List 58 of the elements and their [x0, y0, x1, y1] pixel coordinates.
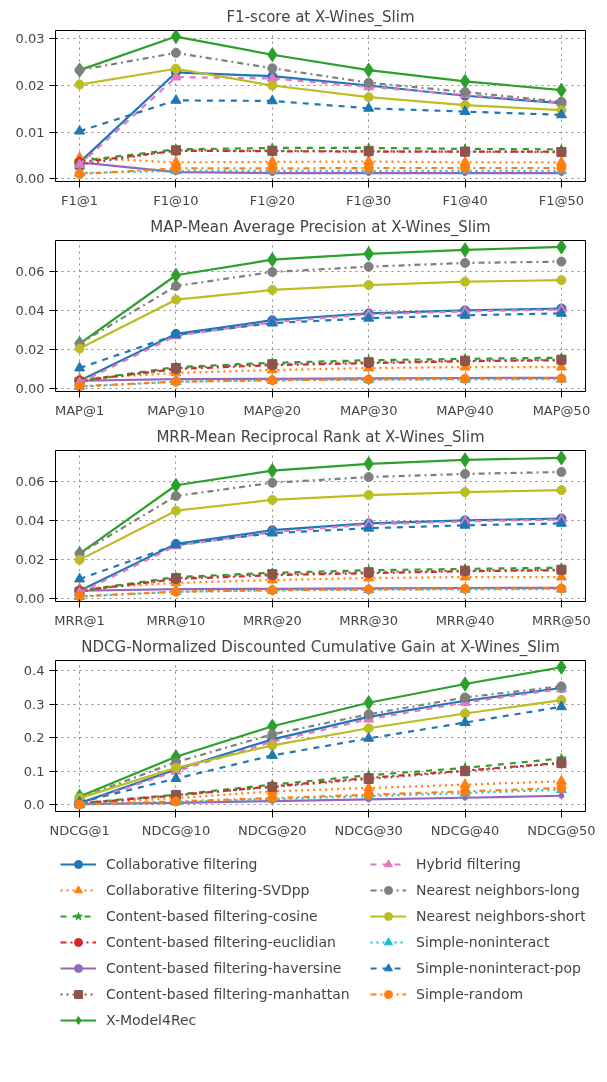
- x-tick-label: MRR@10: [146, 612, 206, 628]
- y-tick-label: 0.02: [15, 342, 45, 357]
- x-tick-label: NDCG@30: [334, 822, 403, 838]
- x-tick-label: F1@20: [249, 192, 295, 208]
- legend-label: X-Model4Rec: [106, 1011, 197, 1030]
- y-tick-label: 0.00: [15, 171, 45, 187]
- y-tick-label: 0.06: [15, 263, 45, 279]
- y-tick-label: 0.06: [15, 473, 45, 489]
- chart-title: NDCG-Normalized Discounted Cumulative Gain at X-Wines_Slim: [81, 637, 560, 657]
- x-tick-label: MAP@40: [436, 402, 494, 418]
- x-tick-label: F1@10: [153, 192, 199, 208]
- legend-label: Content-based filtering-cosine: [106, 907, 318, 926]
- x-tick-label: MRR@20: [242, 612, 302, 628]
- chart-title: F1-score at X-Wines_Slim: [226, 7, 415, 27]
- y-tick-label: 0.04: [15, 512, 45, 528]
- legend-label: Hybrid filtering: [416, 855, 521, 874]
- legend-label: Simple-noninteract-pop: [416, 959, 581, 978]
- x-tick-label: MAP@50: [532, 402, 591, 418]
- x-tick-label: MAP@20: [243, 402, 302, 418]
- x-tick-label: NDCG@1: [49, 822, 110, 838]
- x-tick-label: NDCG@50: [527, 822, 596, 838]
- x-tick-label: MAP@30: [339, 402, 398, 418]
- legend-label: Content-based filtering-euclidian: [106, 933, 336, 952]
- x-tick-label: NDCG@10: [141, 822, 211, 838]
- legend-label: Simple-noninteract: [416, 933, 550, 952]
- y-tick-label: 0.02: [15, 77, 45, 93]
- legend-label: Content-based filtering-haversine: [106, 959, 342, 978]
- x-tick-label: F1@30: [346, 192, 392, 208]
- legend-label: Collaborative filtering-SVDpp: [106, 881, 310, 900]
- legend-label: Content-based filtering-manhattan: [106, 985, 350, 1004]
- y-tick-label: 0.00: [15, 381, 45, 397]
- y-tick-label: 0.2: [23, 730, 45, 746]
- legend-label: Nearest neighbors-short: [416, 907, 586, 926]
- x-tick-label: MRR@40: [435, 612, 495, 628]
- y-tick-label: 0.0: [23, 797, 45, 813]
- legend-label: Collaborative filtering: [106, 855, 258, 874]
- legend-label: Simple-random: [416, 985, 524, 1004]
- x-tick-label: MRR@1: [54, 612, 105, 628]
- x-tick-label: NDCG@20: [238, 822, 307, 838]
- y-tick-label: 0.02: [15, 552, 45, 567]
- y-tick-label: 0.04: [15, 302, 45, 318]
- x-tick-label: F1@1: [61, 192, 99, 208]
- x-tick-label: NDCG@40: [430, 822, 500, 838]
- y-tick-label: 0.03: [15, 31, 45, 47]
- chart-title: MAP-Mean Average Precision at X-Wines_Slim: [150, 217, 491, 237]
- x-tick-label: MAP@1: [54, 402, 105, 418]
- x-tick-label: MRR@50: [532, 612, 591, 628]
- y-tick-label: 0.00: [15, 591, 45, 607]
- x-tick-label: MRR@30: [339, 612, 399, 628]
- y-tick-label: 0.01: [15, 124, 45, 140]
- y-tick-label: 0.3: [23, 696, 45, 712]
- x-tick-label: F1@40: [442, 192, 488, 208]
- y-tick-label: 0.4: [23, 663, 45, 679]
- chart-title: MRR-Mean Reciprocal Rank at X-Wines_Slim: [156, 427, 485, 447]
- x-tick-label: MAP@10: [147, 402, 205, 418]
- legend-label: Nearest neighbors-long: [416, 881, 580, 900]
- x-tick-label: F1@50: [538, 192, 585, 208]
- y-tick-label: 0.1: [23, 763, 45, 779]
